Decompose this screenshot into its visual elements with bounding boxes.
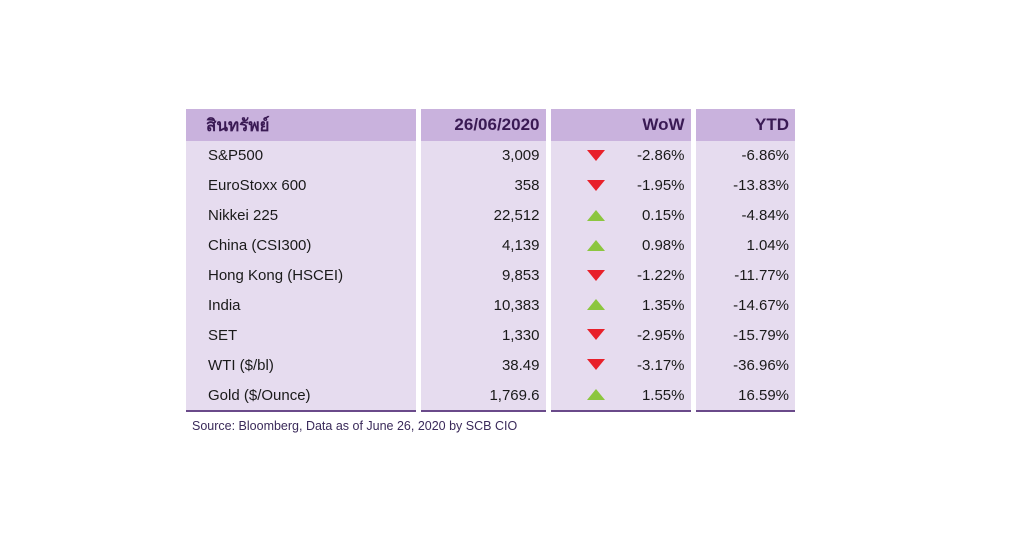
wow-cell: 0.98% [545, 230, 693, 261]
ytd-value: 16.59% [690, 380, 795, 413]
asset-name: India [208, 296, 241, 314]
header-wow: WoW [545, 109, 693, 141]
triangle-down-icon [586, 269, 605, 281]
source-note: Source: Bloomberg, Data as of June 26, 2… [192, 419, 518, 433]
asset-name: Hong Kong (HSCEI) [208, 267, 344, 284]
wow-cell: -1.95% [545, 170, 693, 201]
market-table-container: สินทรัพย์ 26/06/2020 WoW YTD S&P500 3,009… [186, 109, 795, 413]
triangle-up-icon [586, 389, 605, 401]
ytd-value: -14.67% [690, 290, 795, 321]
wow-cell: -3.17% [545, 350, 693, 381]
triangle-up-icon [586, 209, 605, 221]
asset-value: 3,009 [415, 141, 548, 171]
wow-cell: -2.86% [545, 141, 693, 171]
table-row: China (CSI300) 4,139 0.98% 1.04% [186, 230, 795, 261]
header-ytd: YTD [690, 109, 795, 141]
wow-cell: 1.55% [545, 380, 693, 413]
table-row: Gold ($/Ounce) 1,769.6 1.55% 16.59% [186, 380, 795, 413]
table-row: SET 1,330 -2.95% -15.79% [186, 320, 795, 351]
table-row: S&P500 3,009 -2.86% -6.86% [186, 141, 795, 171]
wow-cell: -1.22% [545, 260, 693, 291]
wow-value: -1.95% [636, 177, 685, 195]
table-row: WTI ($/bl) 38.49 -3.17% -36.96% [186, 350, 795, 381]
asset-value: 9,853 [415, 260, 548, 291]
asset-value: 22,512 [415, 200, 548, 231]
wow-cell: 0.15% [545, 200, 693, 231]
ytd-value: 1.04% [690, 230, 795, 261]
triangle-down-icon [586, 179, 605, 191]
asset-name: WTI ($/bl) [208, 356, 274, 374]
ytd-value: -4.84% [690, 200, 795, 231]
wow-value: -1.22% [636, 267, 685, 284]
table-header-row: สินทรัพย์ 26/06/2020 WoW YTD [186, 109, 795, 141]
wow-value: 0.15% [641, 207, 685, 225]
asset-name: SET [208, 326, 238, 344]
asset-value: 10,383 [415, 290, 548, 321]
asset-name: S&P500 [208, 147, 264, 165]
wow-value: 0.98% [641, 237, 685, 255]
triangle-down-icon [586, 359, 605, 371]
table-row: Hong Kong (HSCEI) 9,853 -1.22% -11.77% [186, 260, 795, 291]
wow-value: 1.35% [641, 296, 685, 314]
asset-name: Gold ($/Ounce) [186, 380, 418, 413]
table-row: EuroStoxx 600 358 -1.95% -13.83% [186, 170, 795, 201]
asset-name: China (CSI300) [208, 237, 312, 255]
asset-value: 38.49 [415, 350, 548, 381]
wow-cell: -2.95% [545, 320, 693, 351]
header-asset: สินทรัพย์ [186, 109, 418, 141]
wow-value: -2.95% [636, 326, 685, 344]
asset-value: 4,139 [415, 230, 548, 261]
asset-value: 1,769.6 [415, 380, 548, 413]
asset-name: EuroStoxx 600 [208, 177, 307, 195]
triangle-up-icon [586, 239, 605, 251]
ytd-value: -15.79% [690, 320, 795, 351]
asset-value: 358 [415, 170, 548, 201]
triangle-down-icon [586, 149, 605, 161]
wow-value: -3.17% [636, 356, 685, 374]
wow-value: -2.86% [636, 147, 685, 165]
asset-value: 1,330 [415, 320, 548, 351]
ytd-value: -6.86% [690, 141, 795, 171]
ytd-value: -13.83% [690, 170, 795, 201]
ytd-value: -11.77% [690, 260, 795, 291]
ytd-value: -36.96% [690, 350, 795, 381]
triangle-down-icon [586, 329, 605, 341]
triangle-up-icon [586, 299, 605, 311]
wow-value: 1.55% [641, 386, 685, 404]
header-date: 26/06/2020 [415, 109, 548, 141]
table-row: Nikkei 225 22,512 0.15% -4.84% [186, 200, 795, 231]
table-row: India 10,383 1.35% -14.67% [186, 290, 795, 321]
asset-name: Nikkei 225 [208, 207, 279, 225]
market-performance-table: สินทรัพย์ 26/06/2020 WoW YTD S&P500 3,009… [186, 109, 795, 413]
wow-cell: 1.35% [545, 290, 693, 321]
